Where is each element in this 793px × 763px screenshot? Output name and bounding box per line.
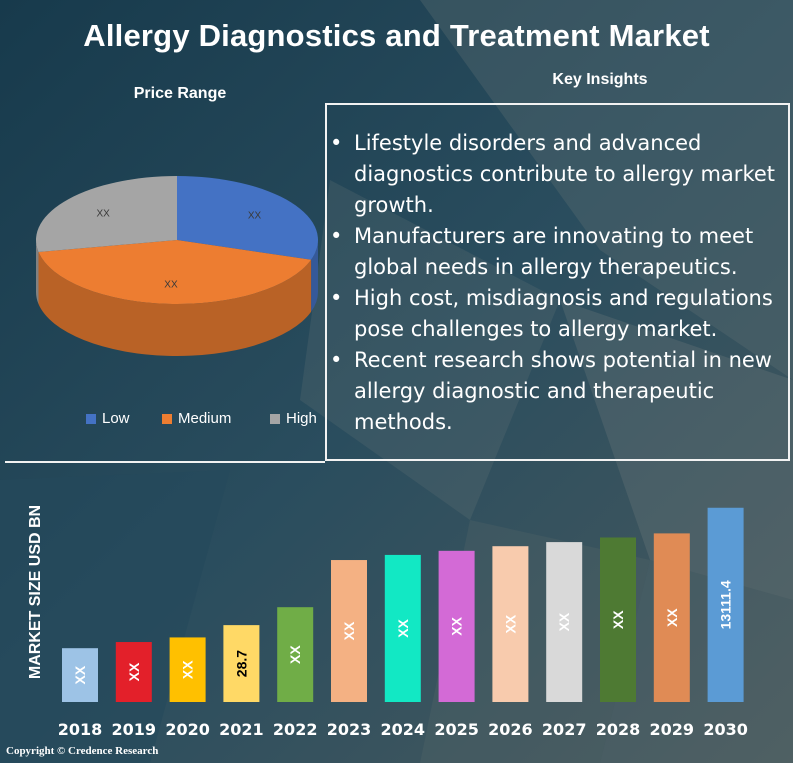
pie-side-medium [38,251,312,356]
legend-label-low: Low [102,410,130,427]
bar-data-label: XX [664,608,680,627]
bullet-icon: • [330,348,343,372]
bar-data-label: XX [341,621,357,640]
bar-2030 [707,507,744,702]
x-tick-label: 2020 [165,720,210,739]
legend-swatch-high [270,413,280,424]
legend-item-medium: Medium [162,410,231,427]
copyright-text: Copyright © Credence Research [6,745,159,757]
bar-data-label: XX [502,614,518,633]
pie-slice-label: XX [164,279,178,290]
pie-side-high [36,240,39,304]
bar-2023 [331,560,367,702]
x-tick-label: 2019 [112,720,157,739]
bar-data-label: XX [287,645,303,664]
x-tick-label: 2025 [434,720,479,739]
bar-2026 [492,546,529,702]
insights-title: Key Insights [552,71,648,88]
bullet-icon: • [330,286,343,310]
legend-item-high: High [270,410,317,427]
pie-slice-label: XX [248,210,262,221]
insight-item: • Lifestyle disorders and advanced diagno… [330,128,788,221]
bar-2029 [653,533,690,702]
bar-data-label: 28.7 [233,650,249,677]
bar-data-label: 13111.4 [718,580,734,629]
legend-swatch-medium [162,413,172,424]
x-tick-label: 2018 [58,720,103,739]
pie-slice-low [177,176,318,260]
bar-data-label: XX [449,616,465,635]
x-tick-label: 2029 [650,720,695,739]
page-title: Allergy Diagnostics and Treatment Market [83,18,710,53]
pie-chart-title: Price Range [133,85,227,102]
bullet-icon: • [330,224,343,248]
legend-label-high: High [286,410,317,427]
x-tick-label: 2021 [219,720,264,739]
section-divider [5,461,325,463]
bar-2018 [62,648,98,702]
bar-2027 [546,542,583,702]
bar-2025 [438,550,475,702]
legend-item-low: Low [86,410,130,427]
pie-side-low [311,240,318,312]
pie-slice-label: XX [96,208,110,219]
insights-list: • Lifestyle disorders and advanced diagno… [330,128,788,438]
insights-box [325,103,790,461]
x-tick-label: 2026 [488,720,533,739]
pie-slice-high [35,176,177,252]
x-tick-label: 2028 [596,720,641,739]
price-range-pie-chart: XX XX XX [35,176,318,356]
bar-2021 [223,625,260,702]
insight-item: • Recent research shows potential in new … [330,345,788,438]
insight-text: Recent research shows potential in new a… [354,348,772,434]
x-tick-label: 2022 [273,720,318,739]
bar-data-label: XX [180,660,196,679]
insight-text: High cost, misdiagnosis and regulations … [354,286,773,341]
insight-item: • High cost, misdiagnosis and regulations… [330,283,788,345]
bar-2024 [384,554,421,702]
bar-data-label: XX [556,612,572,631]
insight-item: • Manufacturers are innovating to meet gl… [330,221,788,283]
bar-data-label: XX [610,610,626,629]
x-tick-label: 2030 [703,720,748,739]
bar-2022 [277,607,314,702]
pie-slice-medium [38,240,312,304]
bar-data-label: XX [395,618,411,637]
insight-text: Lifestyle disorders and advanced diagnos… [354,131,776,217]
legend-swatch-low [86,413,96,424]
market-size-bar-chart: XX 2018 XX 2019 XX 2020 28.7 2021 XX 2022 XX 2023 XX… [58,507,748,739]
bar-2028 [600,537,636,702]
bar-2020 [169,637,206,702]
x-tick-label: 2027 [542,720,587,739]
x-tick-label: 2023 [327,720,372,739]
pie-legend: Low Medium High [86,410,326,432]
bullet-icon: • [330,131,343,155]
insight-text: Manufacturers are innovating to meet glo… [354,224,754,279]
bar-data-label: XX [72,665,88,684]
legend-label-medium: Medium [178,410,232,427]
bar-data-label: XX [126,662,142,681]
bar-2019 [115,642,152,702]
x-tick-label: 2024 [381,720,426,739]
